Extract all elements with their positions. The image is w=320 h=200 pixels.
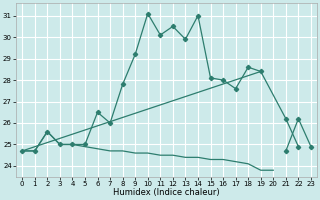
X-axis label: Humidex (Indice chaleur): Humidex (Indice chaleur) — [113, 188, 220, 197]
